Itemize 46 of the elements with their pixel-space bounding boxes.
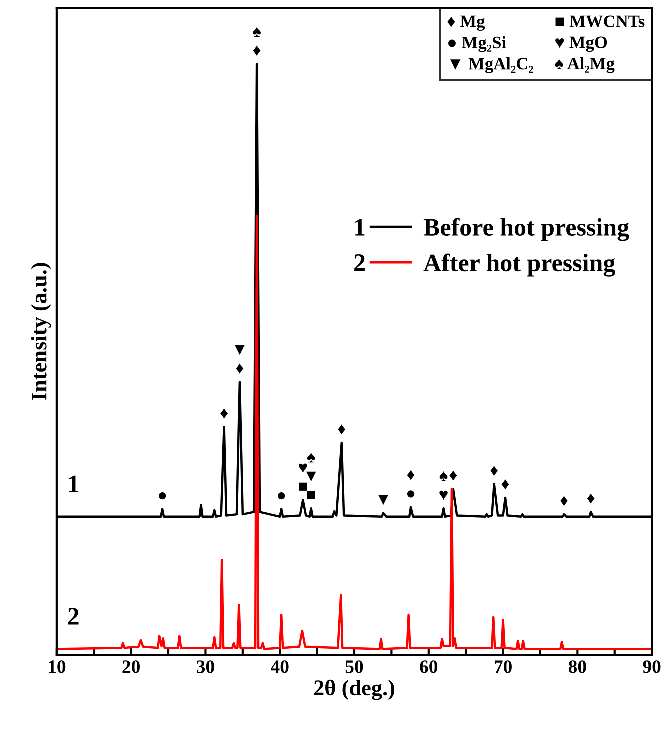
text: ● Mg₂Si [448, 36, 506, 52]
x-tick-label: 40 [270, 660, 289, 674]
annotation: ● [278, 492, 286, 500]
x-axis-title: 2θ (deg.) [314, 680, 394, 700]
x-tick-label: 80 [568, 660, 586, 674]
text: ♥ MgO [556, 36, 608, 52]
annotation: ♦ [502, 480, 510, 490]
annotation: ● [407, 490, 415, 498]
annotation: ♦ [407, 470, 415, 480]
legend-label: After hot pressing [424, 254, 616, 277]
annotation: ● [158, 492, 166, 500]
annotation: ■ [299, 482, 308, 491]
text: ♦ Mg [448, 16, 486, 32]
annotation: ♦ [220, 408, 228, 419]
text: 1 [356, 219, 365, 236]
text: 2 [354, 254, 365, 272]
x-tick-label: 70 [494, 660, 512, 674]
x-tick-label: 10 [49, 660, 66, 674]
annotation: ♦ [587, 494, 595, 504]
x-tick-label: 90 [643, 660, 661, 674]
annotation: ♦ [490, 466, 498, 476]
annotation: ■ [307, 491, 316, 500]
text: ■ MWCNTs [556, 16, 645, 28]
x-tick-label: 60 [420, 660, 438, 674]
x-tick-label: 20 [122, 660, 140, 674]
x-tick-label: 30 [197, 660, 214, 674]
annotation: ♠ [440, 471, 448, 482]
annotation: ♦ [560, 496, 568, 506]
y-axis-title: Intensity (a.u.) [31, 263, 52, 400]
x-tick-label: 50 [346, 660, 364, 674]
annotation: ▼ MgAl₂C₂ [450, 58, 534, 74]
annotation: ▼ [378, 495, 388, 506]
annotation: ♥ [299, 464, 308, 474]
annotation: 2 [68, 608, 79, 625]
annotation: ▼ [306, 472, 316, 482]
annotation: ♦ [450, 470, 458, 481]
annotation: ♠ [253, 26, 261, 38]
annotation: ♦ [253, 46, 261, 56]
annotation: 1 [69, 476, 79, 492]
annotation: ▼ [235, 345, 245, 356]
legend-label: Before hot pressing [424, 218, 630, 242]
annotation: ♠ Al₂Mg [555, 57, 615, 74]
annotation: ♦ [236, 364, 244, 374]
annotation: ♥ [440, 490, 448, 500]
annotation: ♦ [338, 424, 346, 435]
annotation: ♠ [307, 452, 316, 463]
